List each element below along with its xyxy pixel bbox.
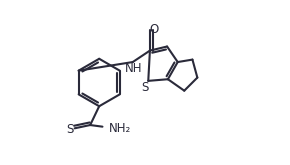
Text: NH₂: NH₂ [109,122,132,135]
Text: S: S [142,81,149,94]
Text: O: O [150,23,159,36]
Text: NH: NH [124,62,142,75]
Text: S: S [66,123,74,136]
